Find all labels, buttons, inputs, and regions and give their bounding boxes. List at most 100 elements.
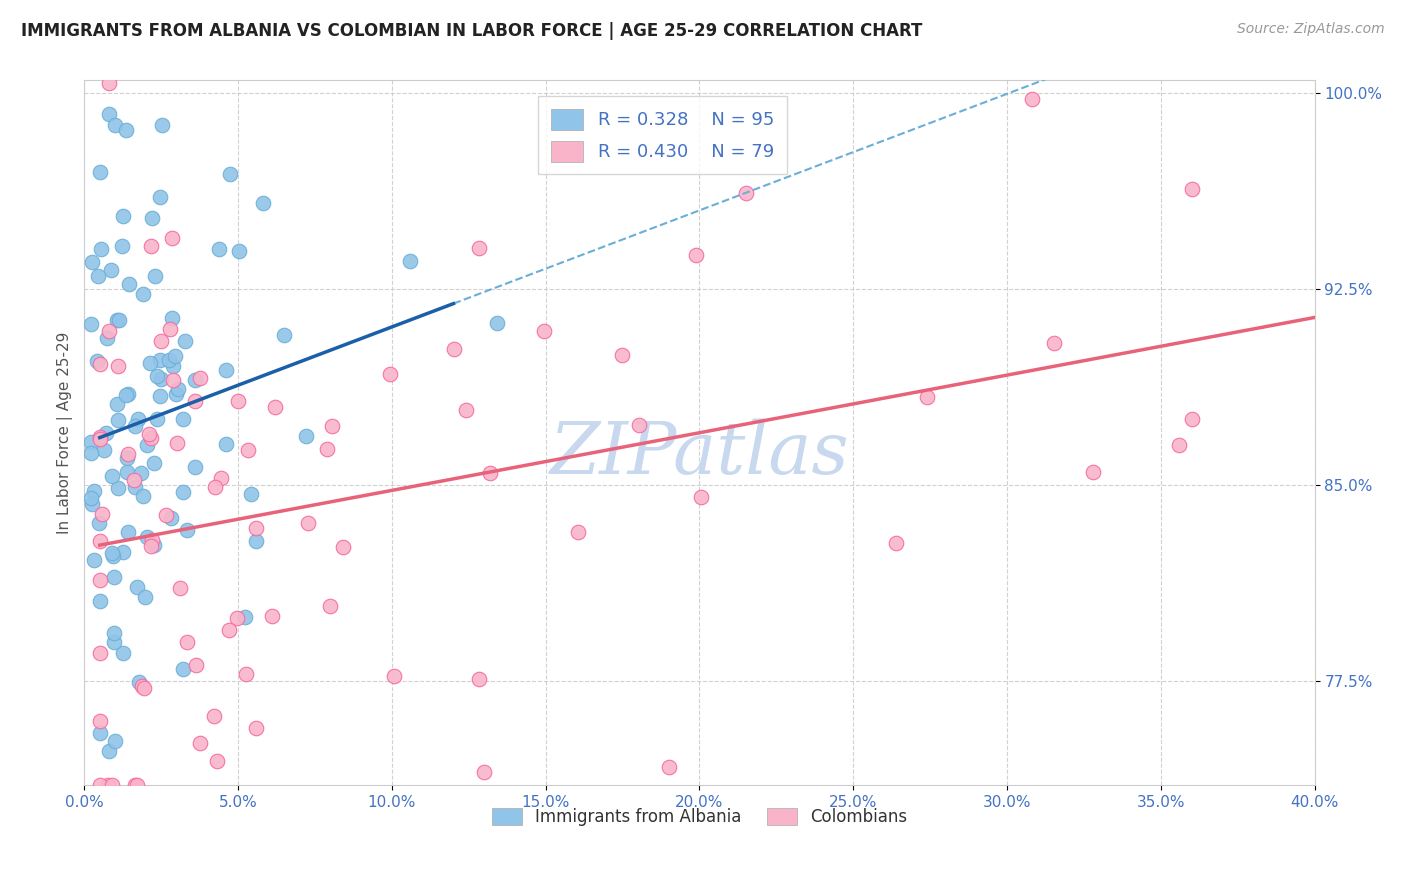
Point: [479, 467, 502, 481]
Point: [167, 382, 190, 396]
Point: [163, 349, 186, 363]
Point: [159, 353, 181, 368]
Point: [117, 446, 139, 460]
Point: [173, 334, 195, 348]
Point: [399, 253, 422, 268]
Point: [228, 244, 250, 258]
Point: [112, 646, 135, 660]
Point: [245, 534, 267, 549]
Point: [135, 438, 157, 452]
Point: [162, 311, 184, 326]
Point: [162, 373, 184, 387]
Point: [104, 733, 127, 747]
Point: [685, 248, 707, 262]
Point: [215, 363, 238, 377]
Point: [79, 491, 101, 506]
Point: [172, 662, 194, 676]
Point: [111, 545, 134, 559]
Point: [239, 487, 262, 501]
Point: [104, 118, 127, 132]
Point: [141, 211, 163, 225]
Point: [80, 317, 103, 331]
Point: [149, 389, 172, 403]
Point: [235, 666, 257, 681]
Point: [734, 186, 756, 200]
Point: [90, 508, 112, 522]
Point: [176, 634, 198, 648]
Point: [273, 327, 295, 342]
Point: [79, 435, 101, 450]
Point: [297, 516, 319, 530]
Point: [127, 411, 149, 425]
Point: [233, 610, 256, 624]
Point: [115, 451, 138, 466]
Point: [125, 778, 148, 792]
Point: [93, 442, 115, 457]
Point: [176, 523, 198, 537]
Point: [128, 674, 150, 689]
Point: [184, 460, 207, 475]
Text: ZIPatlas: ZIPatlas: [550, 418, 849, 489]
Point: [90, 243, 112, 257]
Point: [115, 465, 138, 479]
Point: [89, 714, 111, 728]
Point: [129, 466, 152, 480]
Point: [245, 521, 267, 535]
Point: [122, 473, 145, 487]
Point: [1083, 465, 1105, 479]
Point: [226, 394, 249, 409]
Point: [159, 511, 181, 525]
Point: [533, 325, 555, 339]
Point: [1181, 412, 1204, 426]
Point: [107, 481, 129, 495]
Point: [264, 401, 287, 415]
Point: [1181, 182, 1204, 196]
Point: [101, 549, 124, 564]
Point: [105, 397, 128, 411]
Point: [162, 231, 184, 245]
Point: [89, 646, 111, 660]
Point: [132, 286, 155, 301]
Point: [112, 209, 135, 223]
Point: [117, 525, 139, 540]
Point: [218, 623, 240, 637]
Point: [155, 508, 177, 522]
Point: [107, 413, 129, 427]
Point: [83, 553, 105, 567]
Point: [89, 164, 111, 178]
Point: [89, 725, 111, 739]
Point: [149, 334, 172, 349]
Point: [135, 530, 157, 544]
Point: [115, 388, 138, 402]
Point: [124, 778, 146, 792]
Point: [98, 76, 121, 90]
Point: [103, 626, 125, 640]
Point: [1021, 91, 1043, 105]
Point: [141, 539, 163, 553]
Point: [124, 480, 146, 494]
Point: [101, 778, 124, 792]
Point: [89, 516, 111, 530]
Point: [98, 324, 121, 338]
Point: [86, 353, 108, 368]
Point: [443, 343, 465, 357]
Point: [97, 778, 120, 792]
Point: [141, 533, 163, 547]
Point: [138, 356, 160, 370]
Point: [315, 442, 337, 456]
Point: [142, 538, 165, 552]
Point: [125, 580, 148, 594]
Point: [142, 456, 165, 470]
Point: [124, 419, 146, 434]
Point: [295, 429, 318, 443]
Point: [131, 679, 153, 693]
Point: [468, 241, 491, 255]
Point: [83, 483, 105, 498]
Point: [202, 709, 225, 723]
Point: [209, 471, 232, 485]
Point: [98, 107, 120, 121]
Point: [101, 546, 124, 560]
Point: [204, 479, 226, 493]
Point: [96, 330, 118, 344]
Point: [486, 316, 509, 330]
